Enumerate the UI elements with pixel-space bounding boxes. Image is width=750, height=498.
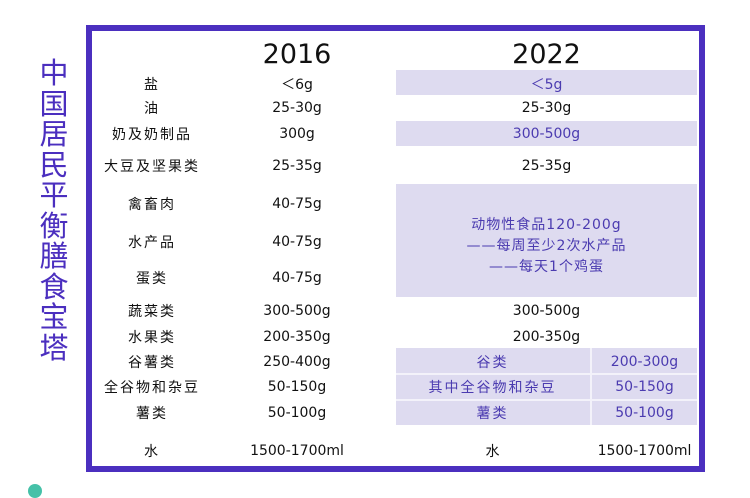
highlight-band-grains	[396, 348, 697, 425]
value-2022: 25-35g	[521, 158, 572, 174]
column-divider	[590, 348, 592, 425]
animal-line-3: ——每天1个鸡蛋	[489, 258, 604, 275]
value-2022: 200-300g	[610, 354, 679, 370]
value-2022: ＜5g	[530, 77, 563, 93]
value-2016: 40-75g	[272, 196, 322, 212]
title-char: 平	[39, 178, 69, 212]
title-char: 衡	[39, 208, 69, 243]
animal-line-2: ——每周至少2次水产品	[466, 237, 627, 254]
value-2016: 40-75g	[272, 234, 322, 250]
label-2022: 薯类	[476, 406, 509, 422]
row-category: 蔬菜类	[128, 304, 176, 320]
value-2022: 200-350g	[512, 329, 581, 345]
highlight-band-salt	[396, 70, 697, 95]
highlight-band-animal	[396, 184, 697, 297]
page-title-vertical: 中 国 居 民 平 衡 膳 食 宝 塔	[36, 58, 72, 363]
row-category: 水	[144, 444, 160, 460]
value-2016: 250-400g	[263, 354, 331, 370]
value-2022: 50-150g	[615, 379, 674, 395]
value-2016: 25-30g	[272, 100, 322, 116]
row-category: 蛋类	[136, 271, 168, 287]
row-category: 水产品	[128, 235, 176, 251]
title-char: 塔	[39, 330, 69, 365]
row-category: 薯类	[136, 406, 168, 422]
value-2022: 300-500g	[512, 303, 581, 319]
animal-food-2022-cell: 动物性食品120-200g ——每周至少2次水产品 ——每天1个鸡蛋	[396, 190, 697, 302]
value-2016: 300-500g	[263, 303, 331, 319]
animal-line-1: 动物性食品120-200g	[471, 216, 622, 233]
decorative-dot-icon	[28, 484, 42, 498]
row-category: 谷薯类	[128, 355, 176, 371]
row-divider	[396, 373, 697, 375]
row-category: 奶及奶制品	[112, 127, 192, 143]
value-2016: 25-35g	[272, 158, 322, 174]
title-char: 国	[39, 86, 69, 121]
label-2022: 水	[485, 444, 500, 460]
label-2022: 其中全谷物和杂豆	[428, 380, 557, 396]
row-category: 大豆及坚果类	[104, 159, 200, 175]
title-char: 民	[39, 147, 69, 182]
highlight-band-dairy	[396, 121, 697, 146]
header-2022: 2022	[512, 39, 581, 70]
row-category: 禽畜肉	[128, 197, 176, 213]
header-2016: 2016	[262, 39, 332, 70]
row-category: 全谷物和杂豆	[104, 380, 200, 396]
value-2016: ＜6g	[281, 77, 313, 93]
title-char: 宝	[39, 300, 69, 334]
value-2016: 40-75g	[272, 270, 322, 286]
value-2016: 50-100g	[267, 405, 327, 421]
label-2022: 谷类	[476, 355, 509, 371]
value-2016: 50-150g	[267, 379, 327, 395]
value-2022: 1500-1700ml	[597, 443, 692, 459]
value-2016: 300g	[279, 126, 315, 142]
value-2022: 25-30g	[521, 100, 572, 116]
row-category: 水果类	[128, 330, 176, 346]
row-category: 盐	[144, 77, 160, 93]
row-divider	[396, 399, 697, 401]
value-2022: 300-500g	[512, 126, 581, 142]
title-char: 居	[39, 117, 69, 151]
value-2016: 1500-1700ml	[250, 443, 344, 459]
value-2022: 50-100g	[615, 405, 674, 421]
row-category: 油	[144, 101, 160, 117]
value-2016: 200-350g	[263, 329, 331, 345]
title-char: 膳	[39, 239, 69, 273]
title-char: 食	[39, 269, 69, 304]
comparison-table: 2016 2022 盐 ＜6g ＜5g 油 25-30g 25-30g 奶及奶制…	[86, 25, 705, 472]
title-char: 中	[39, 56, 69, 90]
